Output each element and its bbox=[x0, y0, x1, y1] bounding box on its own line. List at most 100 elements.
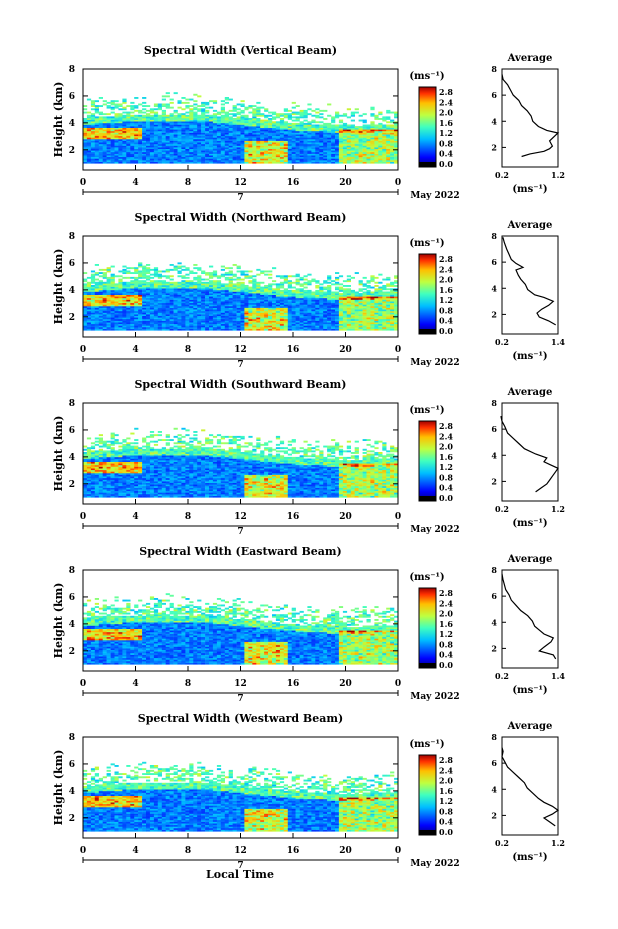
heatmap-cell bbox=[106, 137, 111, 140]
heatmap-cell bbox=[197, 301, 202, 304]
heatmap-cell bbox=[102, 323, 107, 326]
heatmap-cell bbox=[102, 304, 107, 307]
heatmap-cell bbox=[390, 130, 395, 133]
heatmap-cell bbox=[146, 323, 151, 326]
heatmap-cell bbox=[362, 147, 367, 149]
heatmap-cell bbox=[260, 304, 265, 307]
heatmap-cell bbox=[264, 310, 269, 313]
heatmap-cell bbox=[126, 126, 131, 128]
heatmap-cell bbox=[181, 306, 186, 308]
heatmap-cell bbox=[153, 105, 159, 107]
heatmap-cell bbox=[90, 309, 96, 312]
heatmap-cell bbox=[323, 294, 328, 297]
heatmap-cell bbox=[362, 322, 367, 325]
heatmap-cell bbox=[157, 281, 162, 284]
heatmap-cell bbox=[102, 299, 107, 302]
heatmap-cell bbox=[323, 155, 328, 158]
heatmap-cell bbox=[177, 262, 182, 265]
heatmap-cell bbox=[94, 312, 99, 315]
heatmap-cell bbox=[181, 140, 186, 143]
heatmap-cell bbox=[303, 129, 308, 132]
heatmap-cell bbox=[260, 302, 265, 305]
heatmap-cell bbox=[110, 124, 115, 127]
heatmap-cell bbox=[370, 152, 375, 154]
heatmap-cell bbox=[98, 283, 103, 286]
heatmap-cell bbox=[130, 317, 135, 320]
heatmap-cell bbox=[102, 328, 107, 331]
heatmap-cell bbox=[252, 314, 257, 316]
heatmap-cell bbox=[98, 297, 103, 300]
heatmap-cell bbox=[279, 281, 285, 284]
heatmap-cell bbox=[153, 270, 159, 273]
heatmap-cell bbox=[149, 132, 155, 135]
heatmap-cell bbox=[102, 320, 107, 323]
heatmap-cell bbox=[181, 108, 186, 111]
heatmap-cell bbox=[212, 113, 218, 116]
heatmap-cell bbox=[228, 116, 233, 119]
heatmap-cell bbox=[252, 325, 257, 328]
heatmap-cell bbox=[307, 152, 312, 154]
heatmap-cell bbox=[142, 122, 147, 125]
heatmap-cell bbox=[342, 140, 348, 143]
heatmap-cell bbox=[338, 119, 344, 122]
heatmap-cell bbox=[386, 121, 391, 124]
heatmap-cell bbox=[256, 118, 261, 120]
heatmap-cell bbox=[272, 325, 277, 328]
heatmap-cell bbox=[134, 306, 139, 308]
heatmap-cell bbox=[90, 312, 96, 315]
heatmap-cell bbox=[342, 153, 348, 156]
heatmap-cell bbox=[114, 322, 119, 325]
heatmap-cell bbox=[102, 294, 107, 297]
heatmap-cell bbox=[279, 319, 285, 321]
heatmap-cell bbox=[102, 113, 107, 116]
heatmap-cell bbox=[374, 132, 379, 135]
heatmap-cell bbox=[177, 122, 182, 125]
heatmap-cell bbox=[228, 135, 233, 138]
heatmap-cell bbox=[98, 152, 103, 154]
heatmap-cell bbox=[299, 325, 304, 328]
heatmap-cell bbox=[319, 116, 324, 119]
heatmap-cell bbox=[157, 134, 162, 137]
heatmap-cell bbox=[248, 161, 253, 164]
heatmap-cell bbox=[146, 142, 151, 145]
heatmap-cell bbox=[287, 289, 292, 292]
heatmap-cell bbox=[173, 161, 178, 164]
heatmap-cell bbox=[173, 297, 178, 300]
heatmap-cell bbox=[181, 147, 186, 149]
heatmap-cell bbox=[94, 132, 99, 135]
heatmap-cell bbox=[283, 301, 288, 304]
heatmap-cell bbox=[169, 320, 174, 323]
heatmap-cell bbox=[142, 111, 147, 114]
heatmap-cell bbox=[323, 143, 328, 146]
heatmap-cell bbox=[335, 320, 340, 323]
heatmap-cell bbox=[146, 291, 151, 294]
heatmap-cell bbox=[118, 328, 123, 331]
heatmap-cell bbox=[260, 323, 265, 326]
heatmap-cell bbox=[358, 142, 363, 145]
y-axis-label: Height (km) bbox=[52, 82, 65, 158]
heatmap-cell bbox=[138, 124, 143, 127]
heatmap-cell bbox=[161, 127, 166, 130]
heatmap-cell bbox=[209, 132, 214, 135]
heatmap-cell bbox=[386, 158, 391, 161]
heatmap-cell bbox=[362, 291, 367, 294]
heatmap-cell bbox=[153, 273, 159, 276]
heatmap-cell bbox=[224, 285, 229, 287]
heatmap-cell bbox=[134, 150, 139, 153]
heatmap-cell bbox=[338, 148, 344, 151]
heatmap-cell bbox=[327, 317, 332, 320]
heatmap-cell bbox=[327, 281, 332, 284]
heatmap-cell bbox=[181, 319, 186, 321]
heatmap-cell bbox=[98, 286, 103, 289]
heatmap-cell bbox=[138, 288, 143, 291]
heatmap-cell bbox=[138, 317, 143, 320]
heatmap-cell bbox=[283, 310, 288, 313]
heatmap-cell bbox=[177, 153, 182, 156]
heatmap-cell bbox=[118, 160, 123, 162]
heatmap-cell bbox=[134, 118, 139, 120]
heatmap-cell bbox=[272, 126, 277, 128]
heatmap-cell bbox=[181, 119, 186, 122]
heatmap-cell bbox=[153, 135, 159, 138]
heatmap-cell bbox=[248, 122, 253, 125]
heatmap-cell bbox=[185, 302, 190, 305]
